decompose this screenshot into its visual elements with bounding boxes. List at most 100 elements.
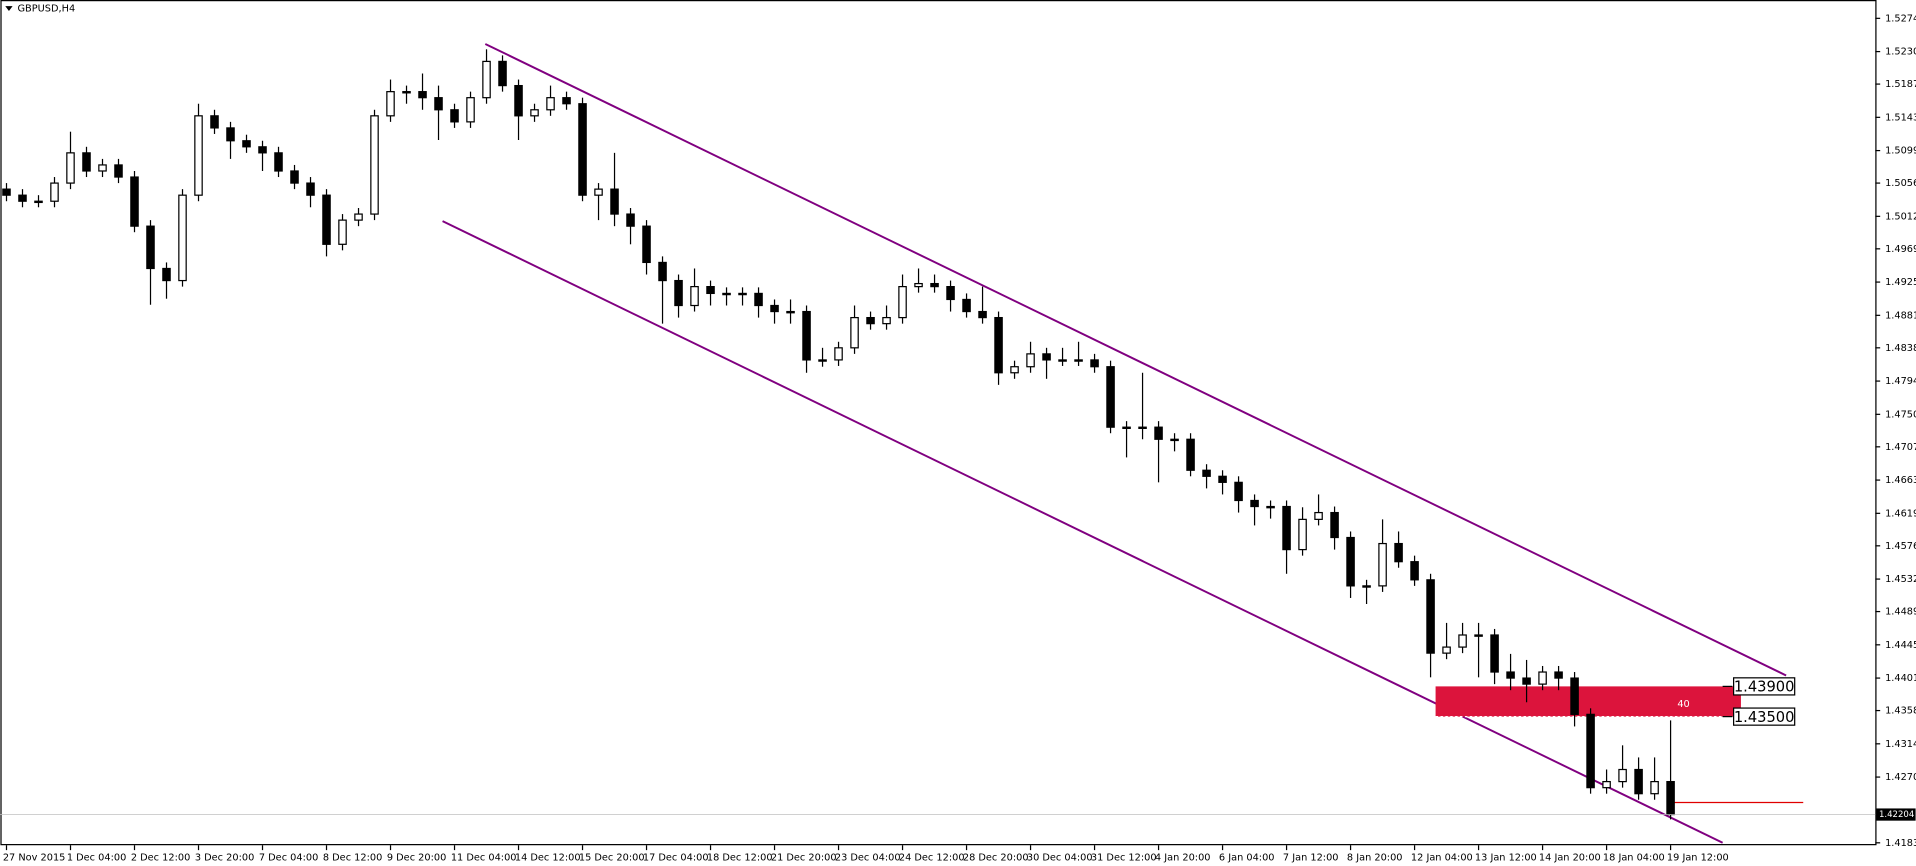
candle-body (914, 282, 923, 288)
candle-body (402, 91, 411, 94)
x-tick-label: 7 Jan 12:00 (1283, 852, 1339, 863)
candle-body (466, 97, 475, 123)
x-tick-label: 2 Dec 12:00 (131, 852, 190, 863)
candle-body (418, 91, 427, 99)
candle-body (978, 310, 987, 319)
current-price-box (1876, 808, 1916, 821)
candle-body (1474, 634, 1483, 637)
y-tick-label: 1.47500 (1885, 409, 1916, 420)
x-tick-label: 9 Dec 20:00 (387, 852, 446, 863)
y-tick-label: 1.46630 (1885, 475, 1916, 486)
candle-body (594, 188, 603, 196)
candle-body (1026, 353, 1035, 368)
candle-body (1602, 780, 1611, 789)
x-tick-label: 28 Dec 20:00 (963, 852, 1029, 863)
candle-body (482, 60, 491, 99)
menu-arrow (5, 6, 13, 11)
candle-body (1090, 359, 1099, 368)
candle-body (530, 109, 539, 117)
candle-body (1362, 585, 1371, 588)
x-tick-label: 17 Dec 04:00 (643, 852, 709, 863)
candle-body (1426, 579, 1435, 654)
candle-body (162, 267, 171, 282)
current-price-label: 1.42204 (1879, 810, 1914, 820)
x-tick-label: 23 Dec 04:00 (835, 852, 901, 863)
candle-body (146, 225, 155, 270)
candle-body (1330, 511, 1339, 539)
candle-body (130, 176, 139, 227)
x-tick-label: 4 Jan 20:00 (1155, 852, 1211, 863)
candle-body (1538, 671, 1547, 685)
y-tick-label: 1.49250 (1885, 277, 1916, 288)
candle-body (834, 347, 843, 361)
candle-body (450, 109, 459, 123)
x-tick-label: 13 Jan 12:00 (1475, 852, 1537, 863)
y-tick-label: 1.42700 (1885, 772, 1916, 783)
candle-body (546, 97, 555, 111)
y-tick-label: 1.48810 (1885, 310, 1916, 321)
y-tick-label: 1.47940 (1885, 376, 1916, 387)
candle-body (1410, 561, 1419, 581)
candle-body (1282, 505, 1291, 551)
candle-body (1490, 634, 1499, 673)
candle-body (994, 316, 1003, 374)
candle-body (258, 146, 267, 154)
y-tick-label: 1.49690 (1885, 244, 1916, 255)
chart-title: GBPUSD,H4 (17, 4, 75, 15)
candle-body (658, 261, 667, 282)
candle-body (754, 292, 763, 307)
candle-body (1202, 469, 1211, 477)
candle-body (1042, 353, 1051, 361)
candle-body (1378, 542, 1387, 587)
candle-body (114, 164, 123, 178)
candle-body (1346, 536, 1355, 587)
candle-body (178, 194, 187, 282)
level-box (1733, 677, 1796, 696)
candle-body (1234, 481, 1243, 502)
candle-body (98, 164, 107, 172)
candle-body (50, 182, 59, 202)
y-tick-label: 1.47070 (1885, 442, 1916, 453)
candle-body (610, 188, 619, 215)
y-tick-label: 1.45320 (1885, 574, 1916, 585)
candle-body (1586, 713, 1595, 789)
candle-body (338, 219, 347, 245)
candle-body (1106, 366, 1115, 428)
candle-body (1522, 677, 1531, 685)
x-tick-label: 6 Jan 04:00 (1219, 852, 1275, 863)
candle-body (882, 316, 891, 325)
x-tick-label: 14 Jan 20:00 (1539, 852, 1601, 863)
candle-body (1154, 426, 1163, 440)
candle-body (1010, 366, 1019, 374)
level-label: 1.43500 (1734, 709, 1795, 726)
zone-size-label: 40 (1677, 699, 1689, 710)
candle-body (194, 115, 203, 196)
candle-body (578, 103, 587, 196)
x-tick-label: 18 Dec 12:00 (707, 852, 773, 863)
candle-body (1298, 518, 1307, 551)
y-tick-label: 1.45760 (1885, 541, 1916, 552)
candle-body (898, 286, 907, 319)
y-tick-label: 1.51430 (1885, 112, 1916, 123)
candle-body (866, 316, 875, 325)
zone (1435, 686, 1741, 717)
candle-body (818, 359, 827, 362)
x-tick-label: 27 Nov 2015 (3, 852, 66, 863)
x-tick-label: 8 Dec 12:00 (323, 852, 382, 863)
x-tick-label: 18 Jan 04:00 (1603, 852, 1665, 863)
candle-body (1506, 671, 1515, 679)
candle-body (290, 170, 299, 184)
candle-body (642, 225, 651, 264)
y-tick-label: 1.44450 (1885, 640, 1916, 651)
candle-body (930, 282, 939, 288)
x-tick-label: 8 Jan 20:00 (1347, 852, 1403, 863)
y-tick-label: 1.41830 (1885, 838, 1916, 849)
candle-body (242, 140, 251, 148)
candle-body (1554, 671, 1563, 679)
x-tick-label: 3 Dec 20:00 (195, 852, 254, 863)
x-tick-label: 15 Dec 20:00 (579, 852, 645, 863)
candle-body (322, 194, 331, 245)
candle-body (1458, 634, 1467, 648)
candle-body (498, 60, 507, 87)
